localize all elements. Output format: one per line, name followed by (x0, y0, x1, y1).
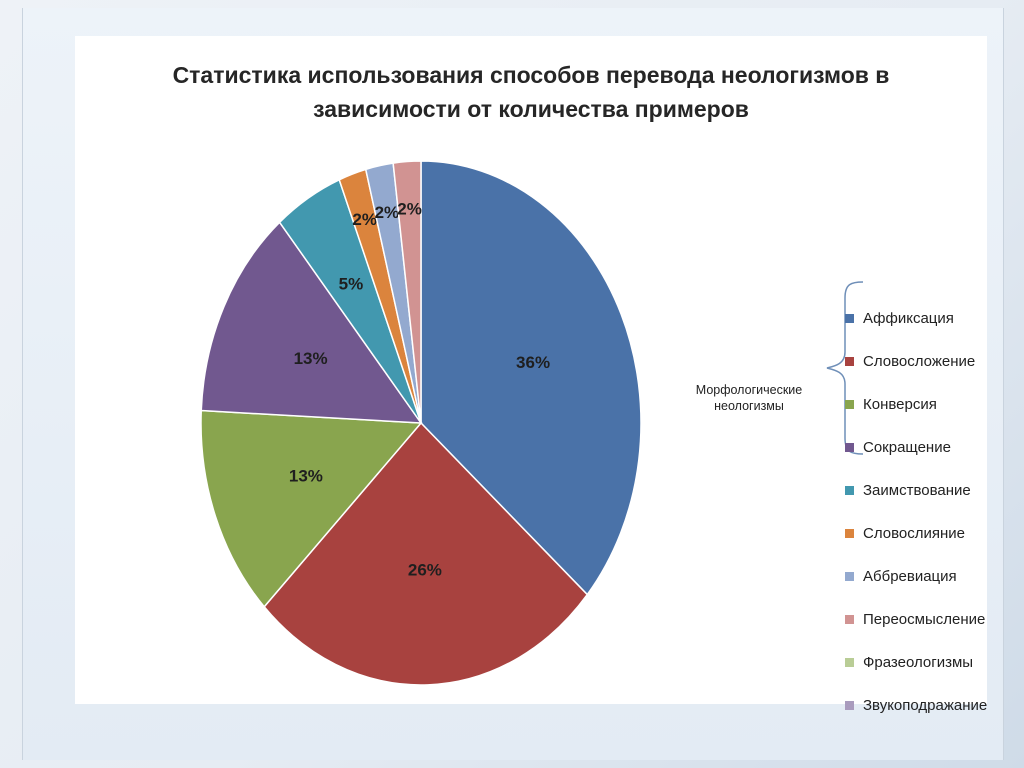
legend-group-label: Морфологические неологизмы (675, 382, 823, 414)
data-label-3: 13% (289, 466, 323, 485)
legend-swatch-3 (845, 399, 854, 409)
legend-swatch-4 (845, 442, 854, 452)
pie-slice-8 (392, 160, 422, 424)
pie-slice-2 (263, 421, 589, 686)
legend-group-label-line-2: неологизмы (714, 399, 784, 413)
legend-label-1: Аффиксация (863, 309, 954, 327)
legend-item-8: Переосмысление (845, 609, 985, 629)
legend-label-5: Заимствование (863, 481, 971, 499)
data-label-2: 26% (408, 561, 442, 580)
legend-group-label-line-1: Морфологические (695, 383, 803, 397)
legend-item-7: Аббревиация (845, 566, 957, 586)
legend-label-2: Словосложение (863, 352, 976, 370)
legend-label-4: Сокращение (863, 438, 951, 456)
legend-item-5: Заимствование (845, 480, 971, 500)
legend-item-10: Звукоподражание (845, 695, 987, 715)
legend-item-6: Словослияние (845, 523, 965, 543)
data-label-1: 36% (516, 353, 550, 372)
slide-frame: Статистика использования способов перево… (22, 8, 1004, 760)
legend-label-9: Фразеологизмы (863, 653, 974, 671)
legend-label-8: Переосмысление (863, 610, 986, 628)
legend-item-2: Словосложение (845, 351, 975, 371)
legend-item-4: Сокращение (845, 437, 951, 457)
legend-label-10: Звукоподражание (863, 696, 988, 714)
chart-slide: Статистика использования способов перево… (75, 36, 987, 714)
pie-slice-3 (200, 409, 423, 608)
chart-title-line-1: Статистика использования способов перево… (172, 62, 890, 88)
legend-label-3: Конверсия (863, 395, 937, 413)
data-label-7: 2% (375, 203, 400, 222)
legend-swatch-7 (845, 571, 854, 581)
legend-swatch-10 (845, 700, 854, 710)
legend-item-9: Фразеологизмы (845, 652, 973, 672)
data-label-5: 5% (339, 275, 364, 294)
legend-label-6: Словослияние (863, 524, 965, 542)
legend-swatch-2 (845, 356, 854, 366)
legend-label-7: Аббревиация (863, 567, 957, 585)
data-label-8: 2% (397, 200, 422, 219)
pie-slice-1 (420, 160, 642, 596)
legend-item-3: Конверсия (845, 394, 937, 414)
legend-swatch-9 (845, 657, 854, 667)
data-label-4: 13% (294, 349, 328, 368)
legend-item-1: Аффиксация (845, 308, 954, 328)
chart-title: Статистика использования способов перево… (75, 58, 987, 126)
pie-chart: 36%26%13%13%5%2%2%2% (200, 160, 642, 686)
legend-swatch-1 (845, 313, 854, 323)
legend-swatch-6 (845, 528, 854, 538)
legend-swatch-8 (845, 614, 854, 624)
pie-slice-4 (200, 221, 423, 424)
chart-title-line-2: зависимости от количества примеров (313, 96, 749, 122)
legend-swatch-5 (845, 485, 854, 495)
data-label-6: 2% (352, 210, 377, 229)
